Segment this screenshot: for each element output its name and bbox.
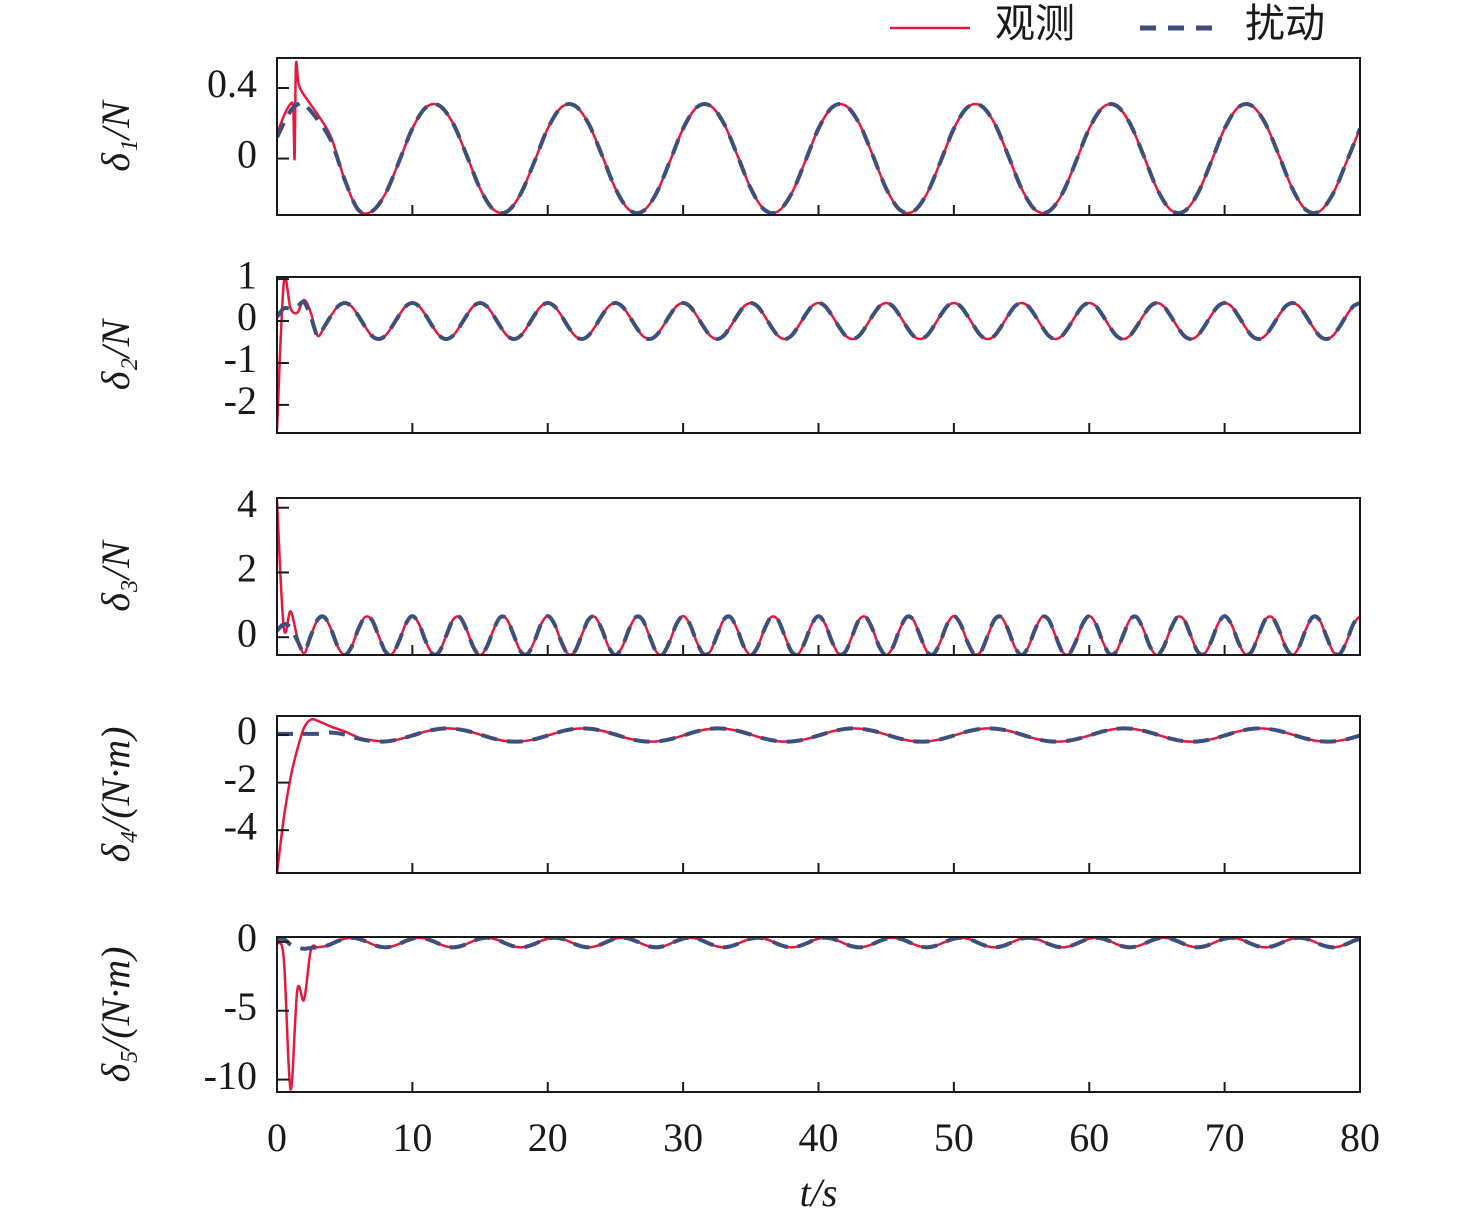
y-tick-label: 1 xyxy=(237,252,257,297)
series-line xyxy=(277,937,1360,951)
x-tick-label: 40 xyxy=(799,1115,839,1160)
x-tick-label: 0 xyxy=(267,1115,287,1160)
y-axis-label: δ₅/(N·m) xyxy=(93,947,138,1083)
y-tick-label: 0 xyxy=(237,708,257,753)
x-tick-label: 60 xyxy=(1069,1115,1109,1160)
y-tick-label: 2 xyxy=(237,546,257,591)
y-tick-label: -2 xyxy=(224,756,257,801)
legend-label: 观测 xyxy=(995,1,1075,46)
x-tick-label: 70 xyxy=(1205,1115,1245,1160)
x-tick-label: 10 xyxy=(392,1115,432,1160)
y-tick-label: -4 xyxy=(224,803,257,848)
y-tick-label: 0.4 xyxy=(207,61,257,106)
y-tick-label: -2 xyxy=(224,378,257,423)
legend-label: 扰动 xyxy=(1245,1,1325,46)
y-tick-label: 4 xyxy=(237,481,257,526)
plot-frame xyxy=(276,936,1361,1093)
x-tick-label: 80 xyxy=(1340,1115,1380,1160)
y-tick-label: 0 xyxy=(237,915,257,960)
x-tick-label: 20 xyxy=(528,1115,568,1160)
y-tick-label: 0 xyxy=(237,132,257,177)
plot-frame xyxy=(276,276,1361,434)
y-axis-label: δ₃/N xyxy=(93,539,138,612)
y-axis-label: δ₁/N xyxy=(93,99,138,172)
y-tick-label: 0 xyxy=(237,610,257,655)
y-tick-label: -1 xyxy=(224,336,257,381)
plot-frame xyxy=(276,497,1361,656)
series-line xyxy=(277,726,1360,744)
y-axis-label: δ₄/(N·m) xyxy=(93,727,138,863)
y-axis-label: δ₂/N xyxy=(93,318,138,391)
series-line xyxy=(277,100,1360,215)
series-line xyxy=(277,937,1360,1091)
series-line xyxy=(277,501,1360,655)
y-tick-label: -10 xyxy=(204,1053,257,1098)
y-tick-label: 0 xyxy=(237,294,257,339)
x-tick-label: 50 xyxy=(934,1115,974,1160)
legend: 观测 扰动 xyxy=(890,1,1325,46)
x-axis-label: t/s xyxy=(800,1170,838,1215)
series-line xyxy=(277,277,1360,431)
x-tick-label: 30 xyxy=(663,1115,703,1160)
y-tick-label: -5 xyxy=(224,984,257,1029)
series-line xyxy=(277,299,1360,342)
series-line xyxy=(277,614,1360,655)
